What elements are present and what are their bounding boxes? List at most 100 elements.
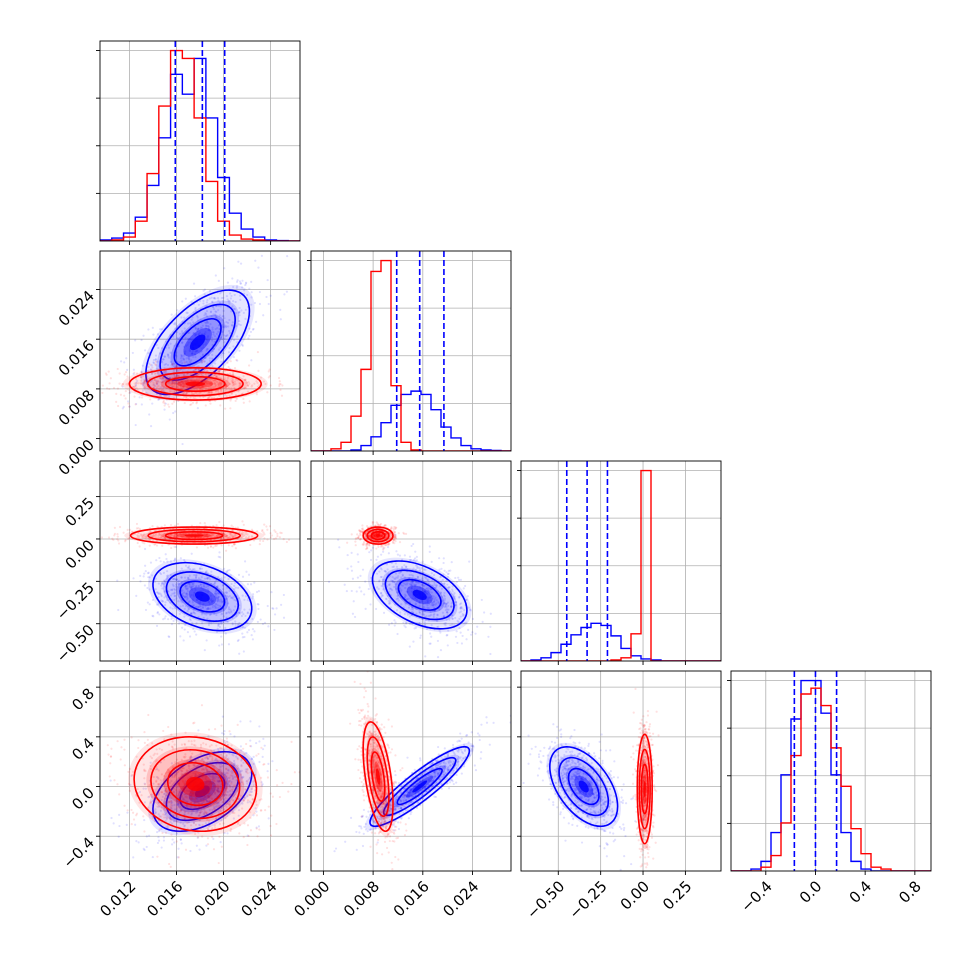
blue-scatter-point xyxy=(268,303,270,305)
red-scatter-point xyxy=(355,544,357,546)
blue-scatter-point xyxy=(252,638,254,640)
blue-scatter-point xyxy=(259,291,261,293)
blue-scatter-point xyxy=(258,740,260,742)
blue-scatter-point xyxy=(239,280,241,282)
panel-content xyxy=(94,671,301,880)
blue-scatter-point xyxy=(474,633,476,635)
red-scatter-point xyxy=(123,532,125,534)
blue-scatter-point xyxy=(461,642,463,644)
blue-scatter-point xyxy=(168,635,170,637)
blue-scatter-point xyxy=(490,613,492,615)
blue-scatter-point xyxy=(388,624,390,626)
blue-scatter-point xyxy=(346,590,348,592)
blue-scatter-point xyxy=(430,636,432,638)
blue-scatter-point xyxy=(202,290,204,292)
blue-scatter-point xyxy=(356,590,358,592)
red-scatter-point xyxy=(259,543,261,545)
blue-scatter-point xyxy=(233,735,235,737)
blue-scatter-point xyxy=(165,553,167,555)
blue-scatter-point xyxy=(248,629,250,631)
red-scatter-point xyxy=(127,529,129,531)
blue-scatter-point xyxy=(250,281,252,283)
red-scatter-point xyxy=(385,544,387,546)
red-scatter-point xyxy=(228,366,230,368)
red-scatter-point xyxy=(137,542,139,544)
blue-scatter-point xyxy=(383,612,385,614)
blue-scatter-point xyxy=(399,554,401,556)
blue-scatter-point xyxy=(135,424,137,426)
blue-scatter-point xyxy=(155,559,157,561)
blue-scatter-point xyxy=(404,554,406,556)
red-scatter-point xyxy=(257,370,259,372)
blue-scatter-point xyxy=(150,562,152,564)
blue-scatter-point xyxy=(456,581,458,583)
blue-scatter-point xyxy=(394,624,396,626)
red-scatter-point xyxy=(92,531,94,533)
blue-scatter-point xyxy=(283,594,285,596)
blue-scatter-point xyxy=(118,825,120,827)
blue-scatter-point xyxy=(412,641,414,643)
blue-scatter-point xyxy=(164,615,166,617)
red-scatter-point xyxy=(114,527,116,529)
blue-scatter-point xyxy=(387,546,389,548)
blue-scatter-point xyxy=(489,626,491,628)
blue-scatter-point xyxy=(220,635,222,637)
blue-scatter-point xyxy=(244,284,246,286)
red-scatter-point xyxy=(172,363,174,365)
blue-scatter-point xyxy=(172,412,174,414)
blue-scatter-point xyxy=(215,274,217,276)
red-scatter-point xyxy=(129,529,131,531)
blue-scatter-point xyxy=(171,314,173,316)
red-scatter-point xyxy=(202,359,204,361)
blue-scatter-point xyxy=(144,349,146,351)
blue-scatter-point xyxy=(280,604,282,606)
blue-scatter-point xyxy=(347,568,349,570)
blue-scatter-point xyxy=(370,559,372,561)
blue-scatter-point xyxy=(462,635,464,637)
red-scatter-point xyxy=(164,524,166,526)
blue-scatter-point xyxy=(253,582,255,584)
red-scatter-point xyxy=(106,387,108,389)
blue-scatter-point xyxy=(174,410,176,412)
blue-scatter-point xyxy=(139,575,141,577)
blue-scatter-point xyxy=(156,625,158,627)
red-scatter-point xyxy=(351,533,353,535)
blue-scatter-point xyxy=(460,632,462,634)
panel-2d-p1-vs-p0 xyxy=(72,251,317,472)
blue-scatter-point xyxy=(220,841,222,843)
blue-scatter-point xyxy=(183,639,185,641)
blue-scatter-point xyxy=(270,295,272,297)
blue-scatter-point xyxy=(171,623,173,625)
blue-scatter-point xyxy=(368,551,370,553)
red-scatter-point xyxy=(171,403,173,405)
red-scatter-point xyxy=(214,545,216,547)
red-scatter-point xyxy=(133,396,135,398)
blue-scatter-point xyxy=(176,309,178,311)
blue-scatter-point xyxy=(443,557,445,559)
blue-scatter-point xyxy=(271,760,273,762)
red-scatter-point xyxy=(229,407,231,409)
blue-scatter-point xyxy=(262,623,264,625)
blue-scatter-point xyxy=(257,603,259,605)
blue-scatter-point xyxy=(454,577,456,579)
blue-scatter-point xyxy=(262,756,264,758)
blue-scatter-point xyxy=(347,554,349,556)
red-scatter-point xyxy=(167,403,169,405)
red-scatter-point xyxy=(170,547,172,549)
blue-scatter-point xyxy=(394,621,396,623)
blue-scatter-point xyxy=(238,350,240,352)
red-scatter-point xyxy=(393,526,395,528)
blue-scatter-point xyxy=(238,653,240,655)
red-scatter-point xyxy=(230,360,232,362)
red-scatter-point xyxy=(125,397,127,399)
blue-scatter-point xyxy=(147,601,149,603)
red-scatter-point xyxy=(288,539,290,541)
blue-scatter-point xyxy=(280,318,282,320)
red-scatter-point xyxy=(266,529,268,531)
red-density-peak xyxy=(185,381,205,386)
red-scatter-point xyxy=(170,524,172,526)
red-scatter-point xyxy=(110,377,112,379)
blue-scatter-point xyxy=(259,303,261,305)
red-scatter-point xyxy=(93,384,95,386)
blue-scatter-point xyxy=(120,360,122,362)
